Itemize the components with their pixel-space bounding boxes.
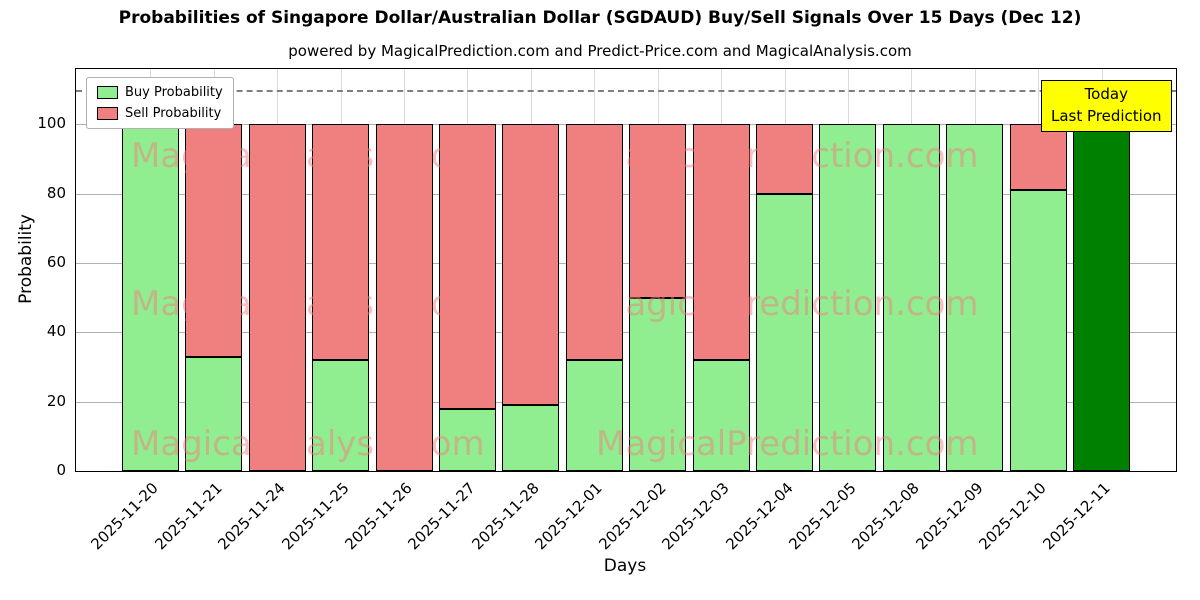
y-tick-label: 40 xyxy=(46,322,66,341)
bar-segment-sell xyxy=(185,124,243,357)
bar-segment-buy xyxy=(121,124,179,471)
today-annotation-line2: Last Prediction xyxy=(1051,106,1162,125)
bar-segment-buy xyxy=(692,360,750,471)
y-gridline xyxy=(76,263,1176,265)
bar-segment-buy xyxy=(756,193,813,471)
legend-label-buy: Buy Probability xyxy=(125,85,223,100)
bar-segment-sell xyxy=(565,124,623,361)
bar-segment-buy xyxy=(438,408,496,471)
bar-segment-buy xyxy=(629,297,687,471)
bar-segment-buy xyxy=(502,405,560,471)
bar-segment-sell xyxy=(312,124,370,361)
y-tick-label: 20 xyxy=(46,391,66,410)
chart-title: Probabilities of Singapore Dollar/Austra… xyxy=(118,8,1082,28)
chart-subtitle: powered by MagicalPrediction.com and Pre… xyxy=(288,42,912,60)
bar-segment-buy xyxy=(819,124,877,471)
legend-item-buy: Buy Probability xyxy=(97,85,223,100)
y-tick-label: 80 xyxy=(46,183,66,202)
x-axis-label: Days xyxy=(603,556,647,576)
legend-item-sell: Sell Probability xyxy=(97,106,223,121)
legend-label-sell: Sell Probability xyxy=(125,106,222,121)
y-gridline xyxy=(76,401,1176,403)
bar-segment-buy xyxy=(946,124,1004,471)
bar-segment-sell xyxy=(248,124,306,471)
today-annotation: Today Last Prediction xyxy=(1041,80,1172,132)
y-gridline xyxy=(76,332,1176,334)
upper-dashed-line xyxy=(76,89,1176,92)
buy-probability-swatch xyxy=(97,86,118,99)
y-tick-label: 0 xyxy=(56,461,66,479)
bar-segment-sell xyxy=(438,124,496,409)
bar-segment-sell xyxy=(756,124,813,194)
today-annotation-line1: Today xyxy=(1084,85,1128,103)
bar-segment-buy xyxy=(1009,190,1067,471)
y-tick-label: 60 xyxy=(46,253,66,272)
sell-probability-swatch xyxy=(97,107,118,120)
bar-segment-sell xyxy=(1009,124,1067,191)
bar-segment-buy xyxy=(312,360,370,471)
y-gridline xyxy=(76,124,1176,126)
legend: Buy Probability Sell Probability xyxy=(86,77,234,129)
bar-segment-buy xyxy=(185,356,243,471)
bar-segment-sell xyxy=(502,124,560,406)
bar-segment-buy xyxy=(565,360,623,471)
y-tick-label: 100 xyxy=(37,114,66,133)
bar-segment-buy xyxy=(882,124,940,471)
bar-segment-sell xyxy=(629,124,687,298)
bar-segment-sell xyxy=(692,124,750,361)
bar-segment-buy xyxy=(1073,124,1130,471)
bar-segment-sell xyxy=(375,124,433,471)
y-gridline xyxy=(76,193,1176,195)
plot-area: MagicalAnalysis.com MagicalPrediction.com… xyxy=(75,68,1177,472)
